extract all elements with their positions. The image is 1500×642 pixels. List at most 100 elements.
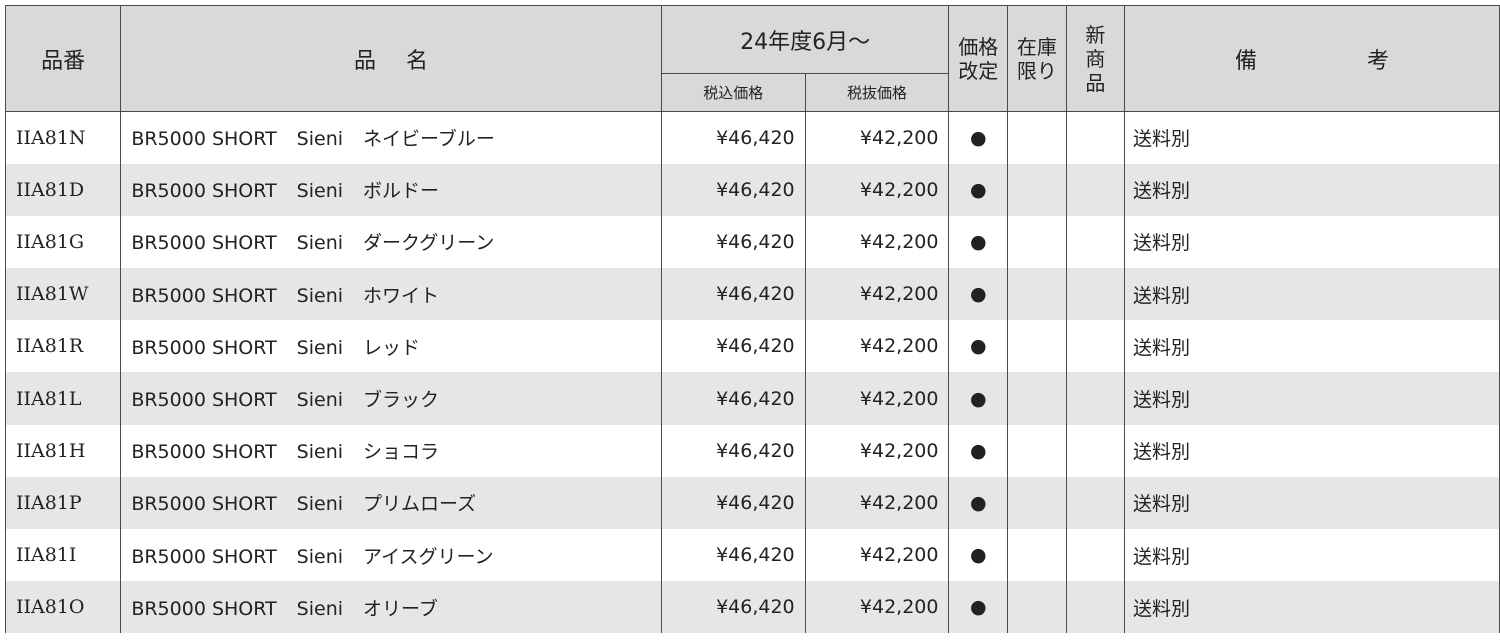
price-revised-mark: ● xyxy=(948,529,1009,582)
product-code: IIA81I xyxy=(4,529,122,582)
table-row: IIA81P BR5000 SHORT Sieni プリムローズ ¥46,420 ¥42,… xyxy=(4,476,1500,529)
table-header: 品番 品名 24年度6月〜 価格 改定 在庫 限り 新 商 品 xyxy=(4,5,1500,112)
price-revised-mark: ● xyxy=(948,111,1009,164)
note-cell: 送料別 xyxy=(1123,320,1500,373)
table-row: IIA81R BR5000 SHORT Sieni レッド ¥46,420 ¥42,200… xyxy=(4,320,1500,373)
new-product-mark xyxy=(1065,424,1125,477)
model-name: BR5000 SHORT xyxy=(131,597,277,620)
color-name: プリムローズ xyxy=(363,493,477,516)
model-name: BR5000 SHORT xyxy=(131,180,277,203)
note-cell: 送料別 xyxy=(1123,372,1500,425)
series-name: Sieni xyxy=(296,336,344,359)
new-product-mark xyxy=(1065,215,1125,269)
table-row: IIA81H BR5000 SHORT Sieni ショコラ ¥46,420 ¥42,20… xyxy=(4,424,1500,477)
price-tax-excl: ¥42,200 xyxy=(804,529,950,582)
product-code: IIA81N xyxy=(4,111,122,164)
series-name: Sieni xyxy=(296,232,344,255)
note-cell: 送料別 xyxy=(1123,424,1500,477)
price-tax-incl: ¥46,420 xyxy=(660,163,806,216)
product-name: BR5000 SHORT Sieni ショコラ xyxy=(120,424,662,477)
header-name: 品名 xyxy=(120,5,662,112)
model-name: BR5000 SHORT xyxy=(131,389,277,412)
header-period: 24年度6月〜 xyxy=(660,5,950,74)
header-price-revised: 価格 改定 xyxy=(948,5,1009,112)
product-name: BR5000 SHORT Sieni ボルドー xyxy=(120,163,662,216)
stock-limited-mark xyxy=(1007,529,1067,582)
stock-limited-mark xyxy=(1007,111,1067,164)
model-name: BR5000 SHORT xyxy=(131,232,277,255)
product-name: BR5000 SHORT Sieni アイスグリーン xyxy=(120,529,662,582)
product-code: IIA81H xyxy=(4,424,122,477)
table-body: IIA81N BR5000 SHORT Sieni ネイビーブルー ¥46,420 ¥42… xyxy=(4,111,1500,634)
product-code: IIA81O xyxy=(4,581,122,634)
header-notes: 備考 xyxy=(1123,5,1500,112)
note-cell: 送料別 xyxy=(1123,529,1500,582)
price-table: 品番 品名 24年度6月〜 価格 改定 在庫 限り 新 商 品 xyxy=(4,5,1500,634)
table-row: IIA81L BR5000 SHORT Sieni ブラック ¥46,420 ¥42,20… xyxy=(4,372,1500,425)
product-name: BR5000 SHORT Sieni ネイビーブルー xyxy=(120,111,662,164)
price-tax-excl: ¥42,200 xyxy=(804,320,950,373)
product-name: BR5000 SHORT Sieni レッド xyxy=(120,320,662,373)
price-tax-excl: ¥42,200 xyxy=(804,268,950,321)
series-name: Sieni xyxy=(296,545,344,568)
table-row: IIA81W BR5000 SHORT Sieni ホワイト ¥46,420 ¥42,20… xyxy=(4,268,1500,321)
header-tax-excl: 税抜価格 xyxy=(804,73,950,112)
series-name: Sieni xyxy=(296,441,344,464)
model-name: BR5000 SHORT xyxy=(131,284,277,307)
note-cell: 送料別 xyxy=(1123,163,1500,216)
product-code: IIA81W xyxy=(4,268,122,321)
series-name: Sieni xyxy=(296,389,344,412)
header-new-product: 新 商 品 xyxy=(1065,5,1125,112)
note-cell: 送料別 xyxy=(1123,268,1500,321)
color-name: オリーブ xyxy=(363,597,438,620)
color-name: ホワイト xyxy=(363,284,440,307)
price-tax-excl: ¥42,200 xyxy=(804,581,950,634)
price-tax-excl: ¥42,200 xyxy=(804,424,950,477)
new-product-mark xyxy=(1065,581,1125,634)
note-cell: 送料別 xyxy=(1123,581,1500,634)
color-name: ショコラ xyxy=(363,441,440,464)
price-revised-mark: ● xyxy=(948,215,1009,269)
product-code: IIA81P xyxy=(4,476,122,529)
product-code: IIA81D xyxy=(4,163,122,216)
price-revised-mark: ● xyxy=(948,320,1009,373)
stock-limited-mark xyxy=(1007,424,1067,477)
stock-limited-mark xyxy=(1007,320,1067,373)
new-product-mark xyxy=(1065,163,1125,216)
color-name: ボルドー xyxy=(363,180,440,203)
color-name: アイスグリーン xyxy=(363,545,494,568)
stock-limited-mark xyxy=(1007,268,1067,321)
price-tax-incl: ¥46,420 xyxy=(660,320,806,373)
stock-limited-mark xyxy=(1007,215,1067,269)
price-revised-mark: ● xyxy=(948,424,1009,477)
note-cell: 送料別 xyxy=(1123,111,1500,164)
model-name: BR5000 SHORT xyxy=(131,493,277,516)
stock-limited-mark xyxy=(1007,476,1067,529)
series-name: Sieni xyxy=(296,597,344,620)
table-row: IIA81D BR5000 SHORT Sieni ボルドー ¥46,420 ¥42,20… xyxy=(4,163,1500,216)
header-stock-limited: 在庫 限り xyxy=(1007,5,1067,112)
series-name: Sieni xyxy=(296,180,344,203)
price-tax-excl: ¥42,200 xyxy=(804,372,950,425)
price-revised-mark: ● xyxy=(948,268,1009,321)
header-tax-incl: 税込価格 xyxy=(660,73,806,112)
product-name: BR5000 SHORT Sieni ダークグリーン xyxy=(120,215,662,269)
price-tax-incl: ¥46,420 xyxy=(660,529,806,582)
stock-limited-mark xyxy=(1007,581,1067,634)
model-name: BR5000 SHORT xyxy=(131,336,277,359)
series-name: Sieni xyxy=(296,284,344,307)
color-name: ネイビーブルー xyxy=(363,128,495,151)
stock-limited-mark xyxy=(1007,163,1067,216)
header-code: 品番 xyxy=(4,5,122,112)
price-tax-excl: ¥42,200 xyxy=(804,215,950,269)
new-product-mark xyxy=(1065,476,1125,529)
price-revised-mark: ● xyxy=(948,372,1009,425)
series-name: Sieni xyxy=(296,493,344,516)
color-name: ダークグリーン xyxy=(363,232,495,255)
price-tax-incl: ¥46,420 xyxy=(660,111,806,164)
price-tax-excl: ¥42,200 xyxy=(804,476,950,529)
stock-limited-mark xyxy=(1007,372,1067,425)
price-tax-excl: ¥42,200 xyxy=(804,163,950,216)
product-code: IIA81G xyxy=(4,215,122,269)
product-code: IIA81R xyxy=(4,320,122,373)
